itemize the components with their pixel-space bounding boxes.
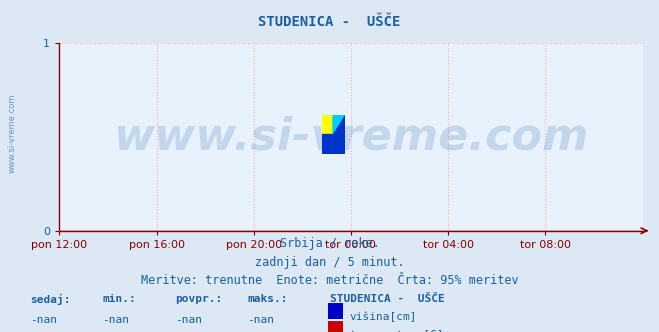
Text: sedaj:: sedaj:: [30, 294, 70, 305]
Polygon shape: [333, 115, 345, 134]
Text: Srbija / reke.: Srbija / reke.: [279, 237, 380, 250]
Polygon shape: [322, 115, 333, 134]
Text: povpr.:: povpr.:: [175, 294, 222, 304]
Text: min.:: min.:: [102, 294, 136, 304]
Polygon shape: [322, 134, 345, 154]
Text: višina[cm]: višina[cm]: [349, 312, 416, 322]
Text: -nan: -nan: [175, 315, 202, 325]
Text: -nan: -nan: [30, 315, 57, 325]
Text: www.si-vreme.com: www.si-vreme.com: [113, 116, 588, 158]
Text: STUDENICA -  UŠČE: STUDENICA - UŠČE: [258, 15, 401, 29]
Text: Meritve: trenutne  Enote: metrične  Črta: 95% meritev: Meritve: trenutne Enote: metrične Črta: …: [140, 274, 519, 287]
Polygon shape: [333, 115, 345, 134]
Text: www.si-vreme.com: www.si-vreme.com: [8, 93, 17, 173]
Text: -nan: -nan: [247, 315, 274, 325]
Text: maks.:: maks.:: [247, 294, 287, 304]
Text: STUDENICA -  UŠČE: STUDENICA - UŠČE: [330, 294, 444, 304]
Text: zadnji dan / 5 minut.: zadnji dan / 5 minut.: [254, 256, 405, 269]
Text: temperatura[C]: temperatura[C]: [349, 330, 444, 332]
Text: -nan: -nan: [102, 315, 129, 325]
Polygon shape: [333, 115, 345, 134]
